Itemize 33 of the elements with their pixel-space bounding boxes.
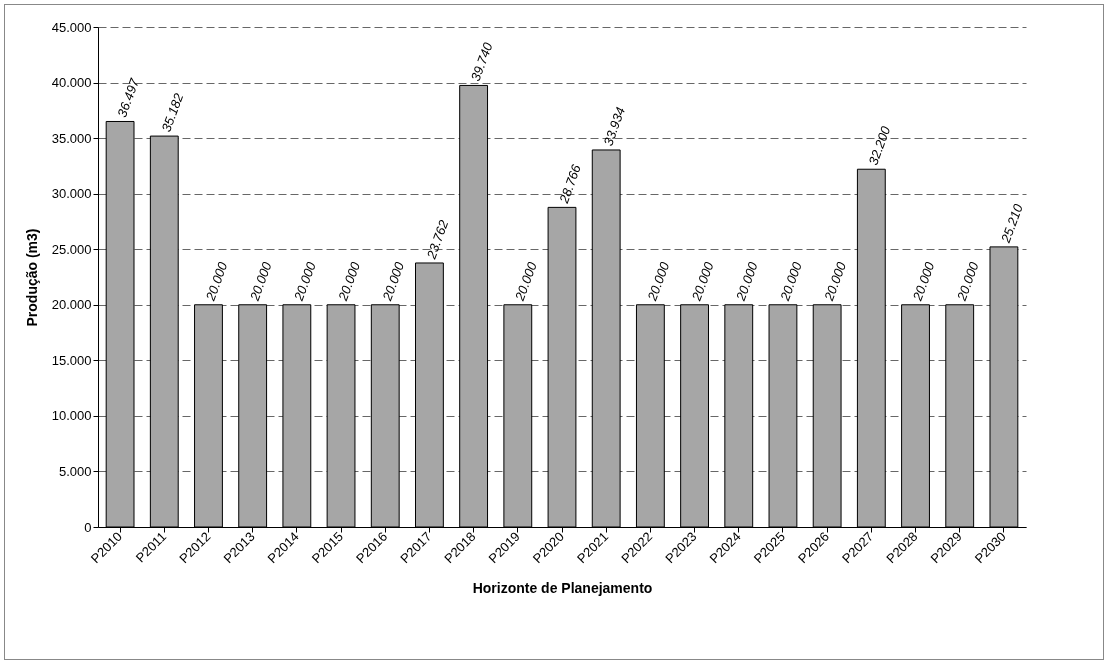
data-label: 36.497 [114, 75, 143, 120]
data-label: 33.934 [600, 105, 629, 148]
data-label: 20.000 [688, 259, 717, 304]
y-tick-label: 35.000 [51, 130, 92, 146]
data-label: 20.000 [511, 259, 540, 304]
data-label: 35.182 [158, 90, 187, 134]
data-label: 20.000 [820, 259, 850, 304]
y-tick-label: 10.000 [51, 408, 92, 424]
data-label: 20.000 [644, 259, 673, 304]
y-tick-label: 5.000 [58, 463, 92, 479]
data-label: 20.000 [202, 259, 231, 304]
y-axis-title: Produção (m3) [23, 228, 40, 327]
data-label: 20.000 [776, 259, 806, 304]
data-label: 20.000 [953, 259, 982, 304]
data-label: 20.000 [909, 259, 938, 304]
data-label: 20.000 [732, 259, 761, 304]
data-label: 20.000 [290, 259, 320, 304]
y-tick-label: 25.000 [51, 241, 92, 257]
data-label: 25.210 [997, 201, 1027, 246]
data-label: 20.000 [379, 259, 408, 304]
y-tick-label: 0 [84, 519, 92, 535]
y-tick-label: 45.000 [51, 19, 92, 35]
data-label: 28.766 [555, 161, 585, 207]
y-tick-label: 20.000 [51, 297, 92, 313]
y-tick-label: 30.000 [51, 186, 92, 202]
data-label: 20.000 [334, 259, 364, 304]
y-tick-label: 40.000 [51, 75, 92, 91]
y-tick-label: 15.000 [51, 352, 92, 368]
data-label: 39.740 [467, 39, 496, 84]
data-label: 23.762 [423, 217, 452, 262]
data-label: 32.200 [865, 123, 894, 167]
data-label: 20.000 [246, 259, 275, 304]
x-axis-title: Horizonte de Planejamento [472, 580, 653, 597]
